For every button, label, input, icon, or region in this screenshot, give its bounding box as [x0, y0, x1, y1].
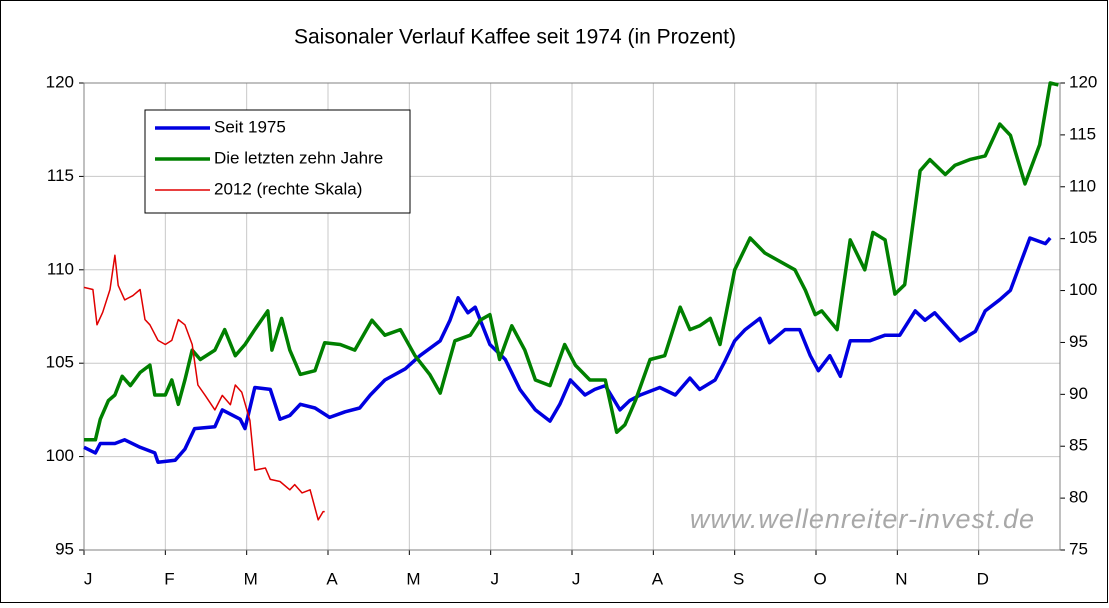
y-tick-label: 105: [46, 353, 74, 372]
y-tick-label: 115: [47, 166, 74, 185]
y2-tick-label: 105: [1069, 228, 1097, 247]
series-line: [83, 236, 1052, 464]
x-tick-label: J: [490, 569, 499, 588]
x-tick-label: N: [895, 569, 907, 588]
x-tick-label: F: [164, 569, 174, 588]
y-tick-label: 100: [46, 446, 74, 465]
y2-tick-label: 95: [1069, 332, 1088, 351]
watermark: www.wellenreiter-invest.de: [690, 504, 1035, 534]
legend-label: Die letzten zehn Jahre: [214, 148, 383, 167]
x-tick-label: M: [406, 569, 420, 588]
plot-area: [83, 82, 1061, 551]
legend: Seit 1975 Die letzten zehn Jahre 2012 (rec…: [144, 109, 411, 214]
y2-tick-label: 115: [1069, 124, 1096, 143]
y-tick-label: 95: [55, 539, 74, 558]
y-tick-label: 120: [46, 72, 74, 91]
y-tick-label: 110: [47, 259, 74, 278]
series-line: [84, 81, 1059, 442]
legend-label: Seit 1975: [214, 117, 286, 136]
x-tick-label: A: [652, 569, 664, 588]
legend-label: 2012 (rechte Skala): [214, 179, 362, 198]
x-tick-label: J: [84, 569, 93, 588]
chart-title: Saisonaler Verlauf Kaffee seit 1974 (in …: [294, 26, 736, 49]
y2-tick-label: 110: [1069, 176, 1096, 195]
x-tick-label: A: [326, 569, 338, 588]
x-tick-label: M: [244, 569, 258, 588]
x-tick-label: O: [813, 569, 826, 588]
y2-tick-label: 80: [1069, 488, 1088, 507]
y2-tick-label: 120: [1069, 72, 1097, 91]
y2-tick-label: 75: [1069, 539, 1088, 558]
x-tick-label: J: [572, 569, 581, 588]
x-tick-label: D: [977, 569, 989, 588]
x-tick-label: S: [733, 569, 744, 588]
y2-tick-label: 90: [1069, 384, 1088, 403]
y2-tick-label: 85: [1069, 436, 1088, 455]
series-line: [83, 254, 325, 521]
y2-tick-label: 100: [1069, 280, 1097, 299]
